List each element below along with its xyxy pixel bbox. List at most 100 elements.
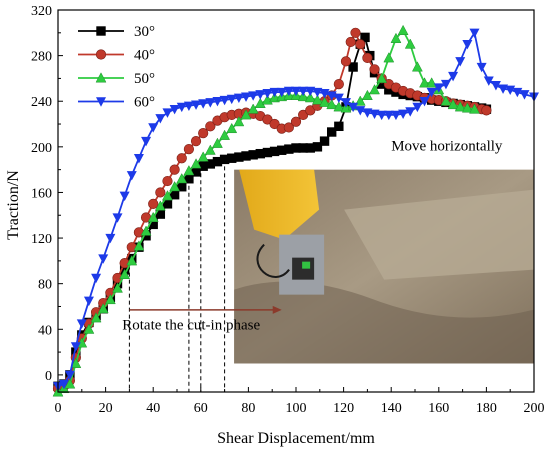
data-point xyxy=(312,94,323,105)
data-point xyxy=(326,98,338,110)
y-axis-title: Traction/N xyxy=(5,170,22,240)
data-point xyxy=(454,101,466,112)
data-point xyxy=(140,225,152,236)
data-point xyxy=(64,378,76,389)
data-point xyxy=(376,72,388,83)
data-point xyxy=(190,136,202,147)
data-point xyxy=(345,36,356,48)
x-axis-title: Shear Displacement/mm xyxy=(217,430,375,447)
data-point xyxy=(348,62,358,72)
legend-item: 60° xyxy=(78,95,155,111)
data-point xyxy=(476,62,487,73)
data-point xyxy=(397,24,409,35)
data-point xyxy=(333,101,345,112)
data-point xyxy=(319,136,330,146)
data-point xyxy=(169,164,180,175)
data-point xyxy=(197,151,209,162)
data-point xyxy=(297,90,309,102)
data-point xyxy=(298,109,309,121)
legend-swatch-marker xyxy=(96,26,106,36)
legend: 30° 40° 50° 60° xyxy=(78,24,155,111)
data-point xyxy=(304,92,316,103)
data-point xyxy=(483,76,494,86)
data-point xyxy=(155,187,166,198)
data-point xyxy=(490,81,501,91)
data-point xyxy=(70,342,81,352)
data-point xyxy=(369,109,380,119)
data-point xyxy=(112,282,123,293)
x-tick-label: 100 xyxy=(286,401,307,416)
data-point xyxy=(369,84,380,95)
data-point xyxy=(333,79,344,90)
photo-inset xyxy=(234,169,534,364)
photo-cable xyxy=(256,243,290,278)
data-point xyxy=(355,39,366,50)
data-point xyxy=(327,127,337,137)
data-point xyxy=(191,100,202,110)
data-point xyxy=(198,128,209,139)
annotation-label: Move horizontally xyxy=(391,138,503,154)
data-point xyxy=(126,171,137,181)
y-tick-label: 200 xyxy=(31,141,52,156)
data-point xyxy=(176,153,187,164)
data-point xyxy=(83,296,94,306)
data-point xyxy=(176,102,187,113)
data-point xyxy=(283,86,294,97)
data-point xyxy=(411,61,423,72)
data-point xyxy=(190,158,202,169)
data-point xyxy=(141,136,152,147)
data-point xyxy=(404,38,416,49)
data-point xyxy=(226,122,238,134)
data-point xyxy=(255,90,266,100)
data-point xyxy=(169,105,180,115)
y-tick-label: 120 xyxy=(31,232,52,247)
data-point xyxy=(126,242,137,253)
legend-swatch-marker xyxy=(96,97,106,107)
data-point xyxy=(340,98,351,108)
x-tick-label: 140 xyxy=(381,401,402,416)
x-tick-label: 40 xyxy=(146,401,160,416)
data-point xyxy=(58,379,69,390)
y-tick-label: 320 xyxy=(31,4,52,19)
data-point xyxy=(440,95,452,106)
data-point xyxy=(334,121,344,132)
data-point xyxy=(455,57,466,67)
data-point xyxy=(269,87,280,98)
axes: 0 20 40 60 80 100 120 140 160 180 200 0 40 80 120 160 20… xyxy=(31,4,545,416)
data-point xyxy=(90,312,102,323)
data-point xyxy=(481,105,492,116)
data-point xyxy=(390,110,401,121)
data-point xyxy=(219,129,231,140)
data-point xyxy=(162,175,173,187)
x-tick-label: 0 xyxy=(55,401,62,416)
data-point xyxy=(362,108,373,118)
data-point xyxy=(70,357,82,368)
legend-swatch-marker xyxy=(95,72,107,83)
data-point xyxy=(262,114,273,125)
data-point xyxy=(290,116,302,127)
data-point xyxy=(519,90,530,100)
data-point xyxy=(154,200,166,211)
data-point xyxy=(419,97,430,107)
data-point xyxy=(126,255,138,266)
data-point xyxy=(233,116,245,127)
data-point xyxy=(360,32,370,43)
photo-sediment-block xyxy=(344,189,534,280)
data-point xyxy=(233,93,244,104)
photo-sensor-light xyxy=(302,261,311,269)
data-point xyxy=(419,77,430,88)
data-point xyxy=(119,191,130,202)
data-point xyxy=(312,142,323,152)
data-point xyxy=(147,211,159,222)
data-point xyxy=(383,110,394,121)
data-point xyxy=(433,83,444,93)
data-point xyxy=(448,71,459,82)
data-point xyxy=(247,103,259,114)
data-point xyxy=(269,92,280,103)
legend-item: 40° xyxy=(78,48,155,64)
data-point xyxy=(447,98,459,110)
y-tick-label: 160 xyxy=(31,186,52,201)
data-point xyxy=(183,101,194,111)
data-point xyxy=(462,40,473,50)
data-point xyxy=(376,110,387,121)
